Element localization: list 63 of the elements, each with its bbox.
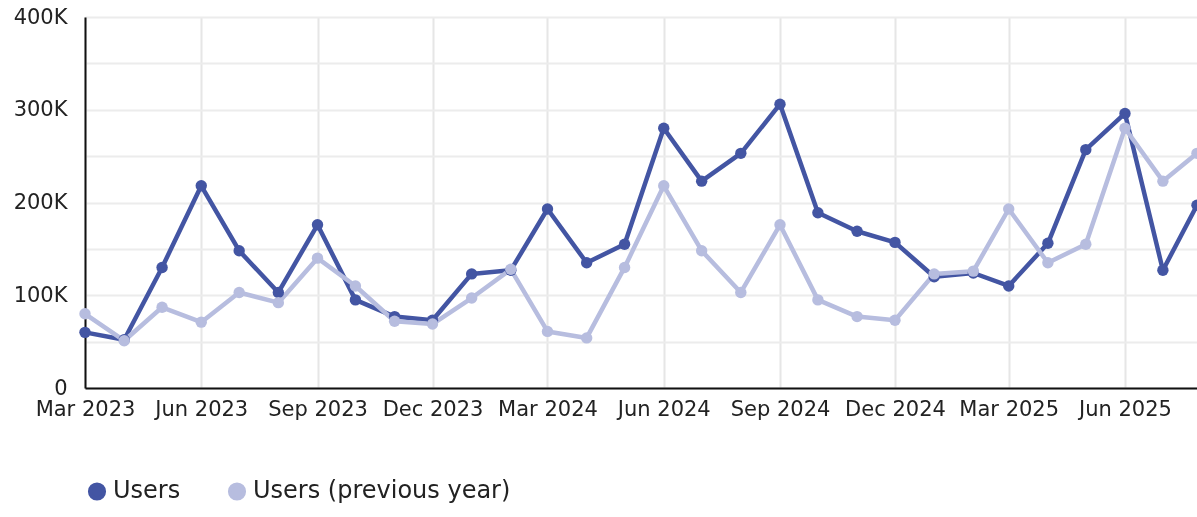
point (889, 314, 901, 326)
x-tick-label: Sep 2023 (268, 396, 368, 421)
point (1157, 264, 1169, 276)
point (465, 268, 478, 280)
point (889, 236, 901, 249)
y-tick-label: 300K (13, 97, 69, 122)
point (851, 310, 863, 323)
x-tick-label: Sep 2024 (730, 396, 831, 421)
point (311, 219, 324, 231)
point (272, 286, 285, 299)
point (79, 308, 91, 320)
point (1119, 107, 1131, 120)
y-tick-label: 100K (13, 282, 69, 307)
point (812, 207, 824, 219)
point (1042, 257, 1054, 269)
point (465, 292, 478, 304)
legend-label: Users (previous year) (253, 476, 511, 505)
point (349, 280, 362, 292)
point (1157, 175, 1169, 187)
point (812, 294, 824, 306)
point (311, 252, 324, 264)
y-tick-label: 200K (13, 190, 69, 214)
x-tick-label: Mar 2024 (498, 396, 598, 421)
x-tick-label: Jun 2024 (615, 396, 711, 421)
point (195, 316, 207, 328)
point (695, 175, 708, 187)
point (1119, 122, 1131, 134)
point (580, 257, 593, 269)
x-tick-label: Dec 2023 (382, 396, 484, 421)
point (735, 286, 747, 299)
point (695, 245, 708, 257)
point (233, 286, 245, 299)
legend-label: Users (113, 476, 181, 505)
point (735, 147, 747, 160)
x-tick-label: Jun 2025 (1077, 396, 1172, 421)
point (774, 219, 786, 231)
point (388, 315, 401, 327)
point (1003, 203, 1015, 215)
x-tick-label: Dec 2024 (845, 396, 946, 421)
point (851, 225, 863, 237)
point (1080, 238, 1092, 250)
point (541, 203, 554, 215)
point (618, 238, 631, 250)
point (156, 301, 168, 313)
point (272, 296, 285, 309)
point (1042, 237, 1054, 249)
point (618, 261, 631, 274)
point (195, 180, 207, 192)
x-tick-label: Mar 2025 (959, 396, 1060, 421)
point (1080, 143, 1092, 156)
point (774, 98, 786, 110)
point (79, 326, 91, 339)
point (541, 325, 554, 338)
point (349, 294, 362, 306)
point (580, 332, 593, 344)
y-tick-label: 400K (13, 4, 69, 29)
point (1003, 280, 1015, 292)
point (156, 261, 168, 274)
point (233, 245, 245, 257)
point (426, 318, 439, 330)
point (658, 180, 670, 192)
point (658, 122, 670, 134)
x-tick-label: Jun 2023 (153, 396, 249, 421)
